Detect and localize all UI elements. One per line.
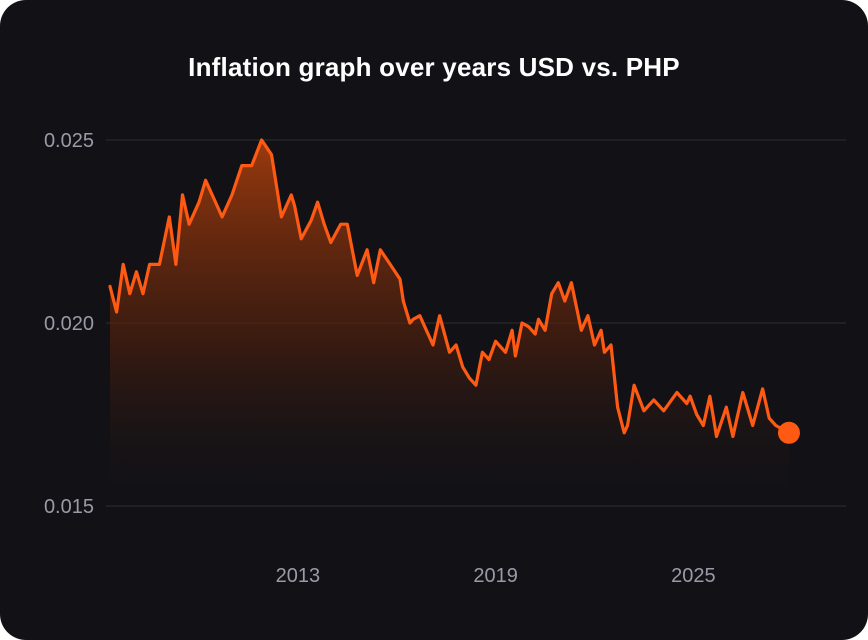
- series-line: [108, 138, 791, 439]
- last-point-marker: [777, 421, 800, 444]
- line-layer: [108, 138, 800, 444]
- y-tick-label-1: 0.020: [44, 313, 94, 335]
- x-tick-label-0: 2013: [276, 565, 321, 587]
- x-tick-label-2: 2025: [671, 565, 716, 587]
- chart-title: Inflation graph over years USD vs. PHP: [188, 52, 680, 82]
- y-tick-label-2: 0.015: [44, 496, 94, 518]
- x-tick-label-1: 2019: [473, 565, 518, 587]
- y-tick-label-0: 0.025: [44, 130, 94, 152]
- tick-layer: 0.025 0.020 0.015 2013 2019 2025: [44, 130, 716, 587]
